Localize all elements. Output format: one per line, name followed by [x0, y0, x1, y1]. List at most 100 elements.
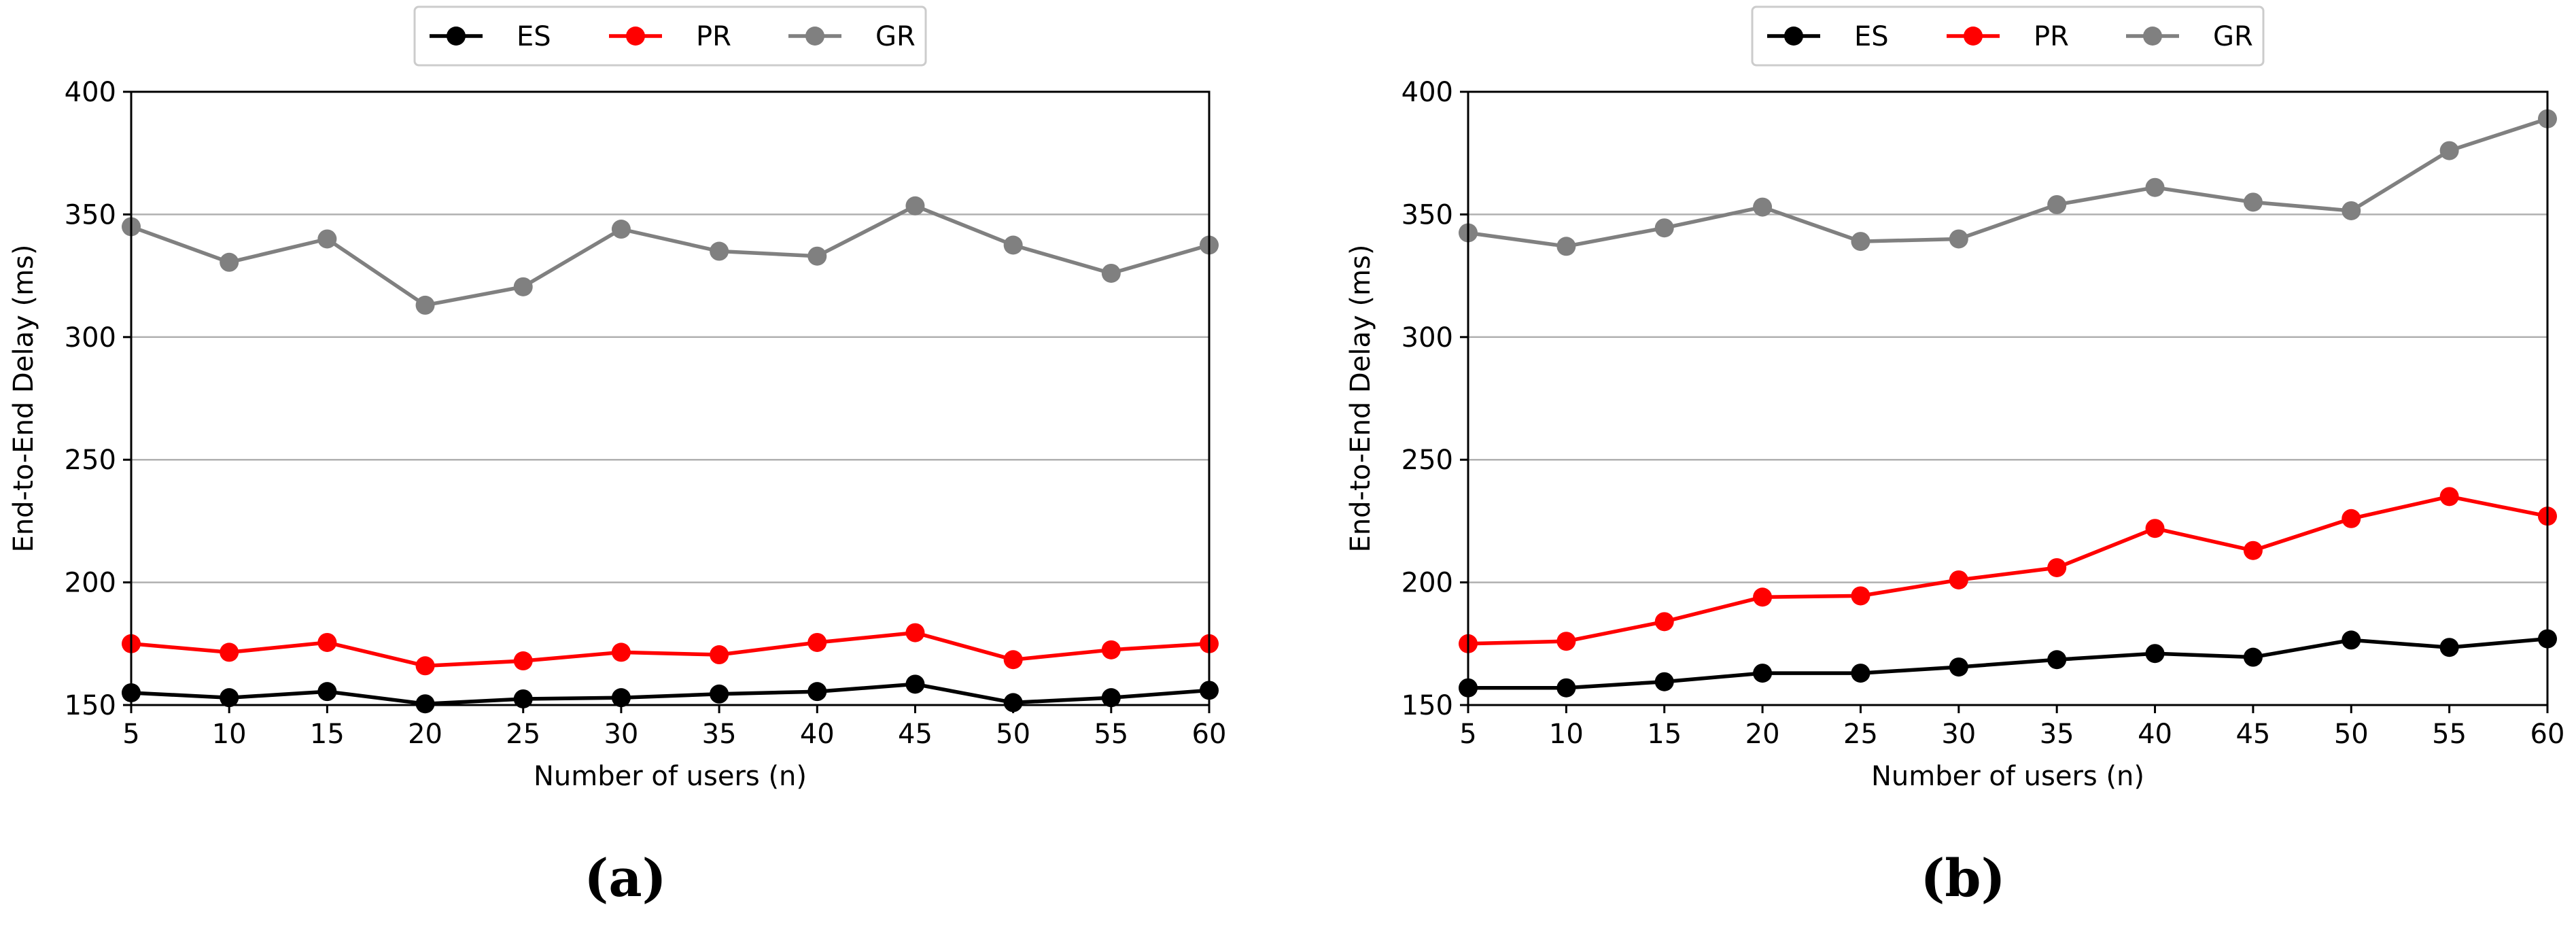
data-point-es [317, 682, 337, 702]
y-tick-label: 150 [1402, 690, 1453, 721]
panel-caption: (a) [584, 848, 666, 908]
data-point-es [1851, 664, 1870, 683]
legend-marker-es [1784, 27, 1803, 46]
panel-caption: (b) [1920, 848, 2005, 908]
data-point-pr [1654, 612, 1674, 632]
series-line-es [130, 682, 1210, 706]
legend-marker-es [447, 27, 466, 46]
data-point-gr [1003, 235, 1023, 255]
y-tick-label: 350 [65, 199, 116, 230]
x-tick-label: 5 [1459, 719, 1476, 750]
series-line-es [1468, 636, 2548, 690]
legend-label-es: ES [1854, 21, 1889, 52]
data-point-gr [1101, 263, 1121, 283]
data-point-es [220, 688, 239, 708]
data-point-gr [1753, 197, 1773, 217]
x-tick-label: 45 [898, 719, 933, 750]
data-point-es [1556, 678, 1576, 698]
data-point-gr [1851, 232, 1870, 252]
x-tick-label: 10 [212, 719, 247, 750]
data-point-es [905, 674, 925, 694]
series-line-pr [1467, 494, 2548, 646]
y-tick-label: 350 [1402, 199, 1453, 230]
data-point-pr [1753, 587, 1773, 607]
data-point-gr [317, 229, 337, 249]
data-point-es [1949, 657, 1968, 677]
x-tick-label: 5 [122, 719, 139, 750]
series-line-gr [130, 204, 1210, 307]
data-point-es [2145, 644, 2165, 664]
data-point-es [2243, 647, 2263, 667]
data-point-gr [611, 220, 631, 239]
data-point-gr [2243, 192, 2263, 212]
data-point-gr [905, 196, 925, 216]
data-point-pr [710, 645, 729, 665]
y-tick-label: 150 [65, 690, 116, 721]
data-point-gr [2047, 194, 2067, 214]
data-point-es [1101, 688, 1121, 708]
x-tick-label: 40 [2138, 719, 2172, 750]
series-line-pr [130, 630, 1210, 668]
legend-label-gr: GR [2213, 21, 2253, 52]
y-tick-label: 250 [65, 445, 116, 476]
data-point-gr [513, 277, 533, 296]
x-tick-label: 50 [2334, 719, 2369, 750]
data-point-pr [1949, 570, 1968, 589]
x-tick-label: 55 [2432, 719, 2467, 750]
data-point-es [1753, 664, 1773, 683]
y-tick-label: 250 [1402, 445, 1453, 476]
data-point-pr [317, 632, 337, 652]
x-tick-label: 50 [996, 719, 1030, 750]
data-point-gr [1654, 218, 1674, 238]
x-tick-label: 30 [1941, 719, 1976, 750]
x-tick-label: 45 [2235, 719, 2270, 750]
y-tick-label: 400 [1402, 77, 1453, 108]
x-tick-label: 20 [408, 719, 442, 750]
data-point-pr [1003, 650, 1023, 670]
data-point-pr [807, 632, 827, 652]
data-point-pr [1556, 632, 1576, 651]
legend-marker-pr [1964, 27, 1983, 46]
data-point-es [611, 688, 631, 708]
data-point-pr [2243, 541, 2263, 560]
legend-label-pr: PR [2034, 21, 2069, 52]
y-tick-label: 300 [1402, 322, 1453, 354]
data-point-gr [220, 252, 239, 272]
legend-marker-gr [2143, 27, 2162, 46]
data-point-pr [905, 623, 925, 642]
data-point-es [710, 684, 729, 704]
legend: ES PR GR [1751, 5, 2265, 67]
plot-frame [1467, 90, 2549, 706]
y-tick-label: 200 [65, 568, 116, 599]
data-point-es [807, 682, 827, 702]
legend: ES PR GR [413, 5, 927, 67]
data-point-pr [220, 642, 239, 662]
data-point-gr [2145, 177, 2165, 197]
x-tick-label: 20 [1745, 719, 1780, 750]
data-point-pr [2439, 487, 2459, 507]
x-tick-label: 60 [1192, 719, 1227, 750]
legend-box [1751, 5, 2265, 67]
data-point-gr [1556, 237, 1576, 256]
chart-panel-a: 5 10 15 20 25 30 35 40 45 50 55 60 150 200 250 300 350 40… [8, 5, 1227, 908]
y-axis-label: End-to-End Delay (ms) [1345, 245, 1376, 553]
data-point-gr [2342, 201, 2361, 220]
y-axis-label: End-to-End Delay (ms) [8, 245, 39, 553]
data-point-pr [2047, 558, 2067, 577]
x-tick-label: 25 [1843, 719, 1878, 750]
data-point-es [513, 689, 533, 708]
data-point-pr [2145, 519, 2165, 538]
x-tick-label: 25 [506, 719, 540, 750]
data-point-es [2342, 630, 2361, 650]
data-point-pr [611, 642, 631, 662]
x-tick-label: 15 [1647, 719, 1682, 750]
x-tick-label: 10 [1549, 719, 1584, 750]
y-tick-label: 400 [65, 77, 116, 108]
data-point-pr [1101, 640, 1121, 659]
data-point-gr [710, 241, 729, 261]
y-tick-label: 300 [65, 322, 116, 354]
data-point-es [1003, 693, 1023, 713]
legend-marker-gr [805, 27, 824, 46]
